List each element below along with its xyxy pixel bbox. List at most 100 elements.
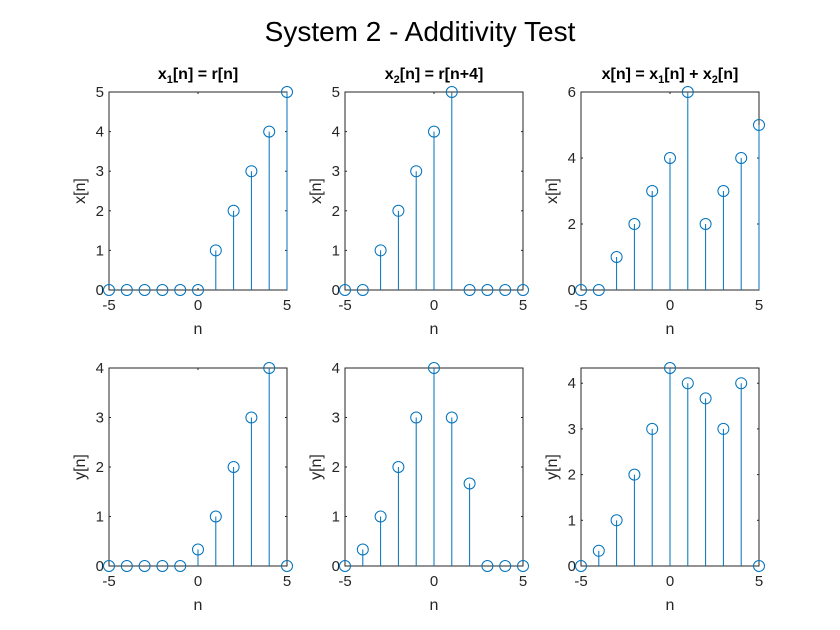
stem-marker — [646, 422, 659, 435]
y-tick-label: 4 — [332, 360, 340, 377]
stem-marker — [517, 284, 529, 296]
y-axis-label: y[n] — [544, 454, 561, 480]
stem-marker — [628, 468, 641, 481]
y-tick-label: 0 — [96, 558, 104, 575]
x-tick-label: 5 — [283, 573, 291, 590]
stem-marker — [120, 560, 133, 572]
stem-marker — [592, 284, 605, 296]
subplot-title: x1[n] = r[n] — [158, 66, 238, 86]
y-tick-label: 4 — [96, 360, 104, 377]
y-tick-label: 0 — [332, 282, 340, 299]
x-tick-label: 0 — [430, 573, 438, 590]
x-tick-label: -5 — [338, 297, 351, 314]
stem-marker — [227, 461, 240, 473]
y-tick-label: 3 — [96, 163, 104, 180]
y-tick-label: 4 — [568, 375, 576, 392]
y-axis-label: x[n] — [308, 178, 325, 204]
stem-marker — [263, 362, 276, 374]
x-tick-label: 0 — [666, 573, 674, 590]
stem-marker — [392, 204, 405, 217]
x-tick-label: 0 — [666, 297, 674, 314]
y-axis-label: x[n] — [72, 178, 89, 204]
stem-marker — [209, 244, 222, 257]
y-tick-label: 4 — [332, 124, 340, 141]
x-tick-label: -5 — [338, 573, 351, 590]
stem-marker — [428, 125, 440, 138]
stem-marker — [281, 560, 293, 572]
x-axis-label: n — [666, 321, 675, 338]
stem-marker — [374, 244, 387, 257]
x-tick-label: 5 — [755, 297, 763, 314]
x-tick-label: 5 — [519, 297, 527, 314]
y-axis-label: y[n] — [72, 454, 89, 480]
y-tick-label: 4 — [96, 124, 104, 141]
stem-marker — [156, 284, 169, 296]
y-tick-label: 0 — [568, 558, 576, 575]
y-tick-label: 4 — [568, 150, 576, 167]
stem-marker — [339, 560, 351, 572]
stem-marker — [410, 411, 423, 424]
x-tick-label: -5 — [574, 297, 587, 314]
stem-marker — [263, 125, 276, 138]
x-tick-label: -5 — [574, 573, 587, 590]
stem-marker — [499, 560, 512, 572]
stem-marker — [156, 560, 169, 572]
stem-marker — [463, 477, 476, 490]
stem-marker — [463, 284, 476, 296]
stem-marker — [628, 218, 641, 230]
y-tick-label: 2 — [96, 203, 104, 220]
stem-marker — [481, 560, 494, 572]
stem-marker — [227, 204, 240, 217]
stem-marker — [610, 514, 623, 527]
y-tick-label: 5 — [96, 84, 104, 101]
stem-marker — [575, 284, 587, 296]
stem-marker — [410, 165, 423, 178]
stem-marker — [699, 218, 712, 230]
x-tick-label: 5 — [283, 297, 291, 314]
x-tick-label: 5 — [519, 573, 527, 590]
figure-title: System 2 - Additivity Test — [265, 16, 576, 47]
stem-marker — [753, 119, 765, 131]
y-tick-label: 2 — [332, 203, 340, 220]
y-axis-label: y[n] — [308, 454, 325, 480]
stem-marker — [646, 185, 659, 197]
x-axis-label: n — [430, 597, 439, 614]
stem-marker — [138, 560, 151, 572]
axes-frame — [108, 91, 288, 291]
stem-marker — [209, 510, 222, 523]
stem-marker — [192, 543, 204, 556]
x-tick-label: 0 — [194, 297, 202, 314]
y-tick-label: 1 — [96, 242, 104, 259]
x-tick-label: -5 — [102, 297, 115, 314]
x-tick-label: 0 — [194, 573, 202, 590]
y-tick-label: 0 — [332, 558, 340, 575]
stem-marker — [174, 560, 187, 572]
stem-marker — [575, 560, 587, 572]
y-tick-label: 2 — [96, 459, 104, 476]
stem-marker — [281, 86, 293, 98]
stem-marker — [192, 284, 204, 296]
stem-marker — [445, 411, 458, 424]
y-tick-label: 6 — [568, 84, 576, 101]
x-tick-label: 0 — [430, 297, 438, 314]
stem-marker — [103, 284, 115, 296]
stem-marker — [374, 510, 387, 523]
x-axis-label: n — [194, 321, 203, 338]
stem-marker — [356, 284, 369, 296]
y-axis-label: x[n] — [544, 178, 561, 204]
stem-marker — [735, 152, 748, 164]
x-axis-label: n — [430, 321, 439, 338]
y-tick-label: 1 — [332, 242, 340, 259]
y-tick-label: 0 — [568, 282, 576, 299]
stem-marker — [245, 411, 258, 424]
y-tick-label: 1 — [568, 512, 576, 529]
axes-frame — [108, 367, 288, 567]
stem-marker — [517, 560, 529, 572]
y-tick-label: 3 — [96, 410, 104, 427]
y-tick-label: 0 — [96, 282, 104, 299]
